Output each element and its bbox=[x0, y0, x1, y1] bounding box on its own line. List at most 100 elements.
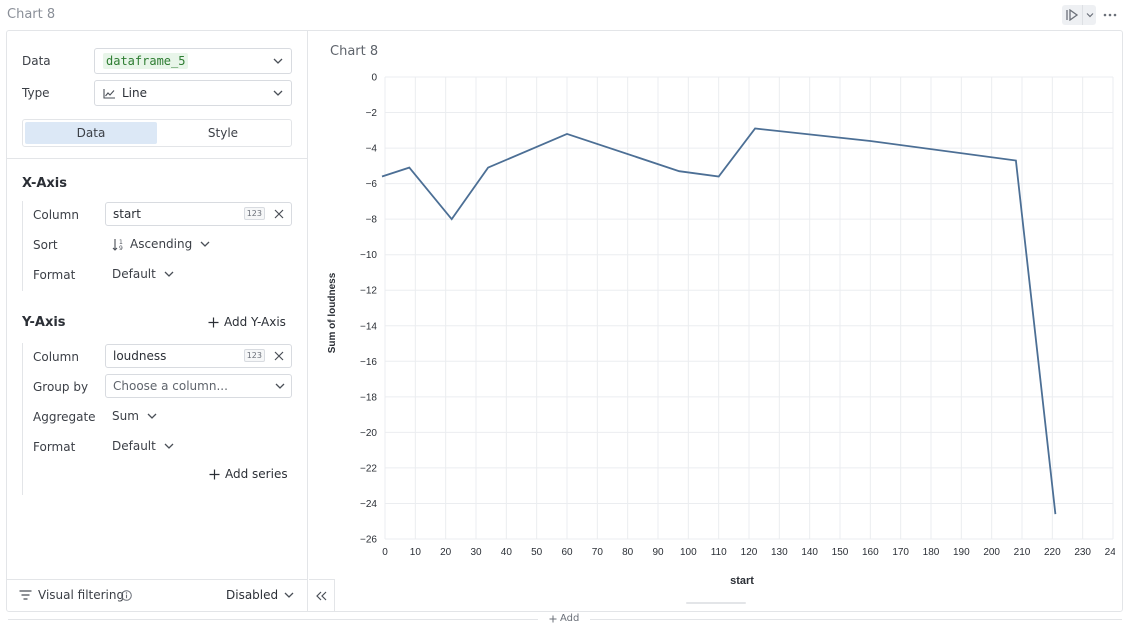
add-cell-button[interactable]: Add bbox=[549, 613, 579, 624]
config-panel: Data dataframe_5 Type Line Data Style X-… bbox=[7, 31, 308, 611]
add-y-axis-label: Add Y-Axis bbox=[224, 315, 286, 329]
tab-style[interactable]: Style bbox=[207, 126, 239, 140]
y-tick-label: −22 bbox=[360, 463, 377, 474]
close-icon[interactable] bbox=[273, 208, 285, 220]
y-column-label: Column bbox=[33, 350, 79, 364]
cell-actions bbox=[1062, 5, 1120, 25]
x-tick-labels: 0 10 20 30 40 50 60 70 80 90 100 110 120 130 140 150 160… bbox=[382, 547, 1115, 558]
x-tick-label: 90 bbox=[652, 547, 664, 558]
y-format-value: Default bbox=[112, 439, 156, 453]
y-tick-label: 0 bbox=[371, 73, 377, 84]
x-tick-label: 120 bbox=[741, 547, 758, 558]
chevron-down-icon bbox=[273, 90, 283, 96]
add-cell-label: Add bbox=[560, 613, 580, 624]
x-tick-label: 30 bbox=[470, 547, 482, 558]
plus-icon bbox=[209, 469, 220, 479]
chevron-down-icon bbox=[164, 443, 174, 449]
line-chart-icon bbox=[103, 88, 115, 99]
double-chevron-left-icon bbox=[316, 591, 327, 600]
y-tick-label: −6 bbox=[366, 179, 378, 190]
type-select[interactable]: Line bbox=[94, 80, 292, 106]
svg-text:9: 9 bbox=[119, 245, 123, 251]
type-value: Line bbox=[122, 86, 148, 100]
x-tick-label: 240 bbox=[1105, 547, 1115, 558]
x-tick-label: 140 bbox=[801, 547, 818, 558]
close-icon[interactable] bbox=[273, 350, 285, 362]
run-button[interactable] bbox=[1062, 5, 1082, 25]
x-sort-value: Ascending bbox=[130, 237, 193, 251]
chart-grid bbox=[384, 76, 1114, 540]
info-icon[interactable] bbox=[121, 590, 132, 601]
x-tick-label: 20 bbox=[440, 547, 452, 558]
chevron-down-icon bbox=[147, 413, 157, 419]
x-tick-label: 10 bbox=[410, 547, 422, 558]
dataframe-name: dataframe_5 bbox=[103, 53, 189, 69]
y-tick-label: −18 bbox=[360, 392, 377, 403]
x-tick-label: 110 bbox=[711, 547, 727, 558]
y-axis-label: Sum of loudness bbox=[327, 272, 338, 353]
y-tick-label: −12 bbox=[360, 286, 377, 297]
y-column-field[interactable]: loudness 123 bbox=[105, 344, 292, 368]
chevron-down-icon bbox=[273, 58, 283, 64]
x-tick-label: 70 bbox=[592, 547, 604, 558]
x-axis-label: start bbox=[730, 575, 754, 587]
y-format-select[interactable]: Default bbox=[112, 439, 174, 453]
x-format-select[interactable]: Default bbox=[112, 267, 174, 281]
sort-ascending-icon: 19 bbox=[112, 238, 123, 251]
run-options-button[interactable] bbox=[1082, 5, 1096, 25]
x-column-field[interactable]: start 123 bbox=[105, 202, 292, 226]
series-line[interactable] bbox=[381, 127, 1057, 515]
add-series-label: Add series bbox=[225, 467, 288, 481]
visual-filtering-value: Disabled bbox=[226, 588, 279, 602]
x-tick-label: 130 bbox=[771, 547, 788, 558]
group-by-label: Group by bbox=[33, 380, 89, 394]
y-format-label: Format bbox=[33, 440, 76, 454]
y-axis-group bbox=[22, 343, 292, 495]
chevron-down-icon bbox=[284, 592, 294, 598]
tab-data[interactable]: Data bbox=[25, 122, 157, 144]
x-tick-label: 80 bbox=[622, 547, 634, 558]
run-icon bbox=[1066, 9, 1079, 21]
x-axis-title: X-Axis bbox=[22, 176, 67, 191]
chart-title: Chart 8 bbox=[330, 44, 379, 59]
y-axis-title: Y-Axis bbox=[22, 315, 66, 330]
svg-text:1: 1 bbox=[119, 239, 123, 246]
resize-handle[interactable] bbox=[686, 602, 746, 604]
more-options-button[interactable] bbox=[1100, 5, 1120, 25]
x-tick-label: 50 bbox=[531, 547, 543, 558]
y-column-value: loudness bbox=[113, 349, 167, 363]
x-tick-label: 160 bbox=[862, 547, 879, 558]
aggregate-value: Sum bbox=[112, 409, 139, 423]
x-tick-label: 200 bbox=[983, 547, 1000, 558]
data-select[interactable]: dataframe_5 bbox=[94, 48, 292, 74]
config-tabs: Data Style bbox=[22, 119, 292, 147]
chevron-down-icon bbox=[200, 241, 210, 247]
divider bbox=[7, 158, 307, 159]
x-tick-label: 230 bbox=[1074, 547, 1091, 558]
x-tick-label: 170 bbox=[892, 547, 909, 558]
visual-filtering-label: Visual filtering bbox=[38, 588, 125, 602]
x-tick-label: 220 bbox=[1044, 547, 1061, 558]
x-tick-label: 210 bbox=[1014, 547, 1031, 558]
collapse-panel-button[interactable] bbox=[309, 579, 335, 611]
aggregate-select[interactable]: Sum bbox=[112, 409, 157, 423]
visual-filtering-select[interactable]: Disabled bbox=[226, 588, 294, 602]
divider bbox=[590, 619, 1122, 620]
group-by-select[interactable]: Choose a column... bbox=[105, 374, 292, 398]
y-tick-label: −4 bbox=[366, 144, 378, 155]
x-column-value: start bbox=[113, 207, 141, 221]
x-format-value: Default bbox=[112, 267, 156, 281]
line-chart: 0 −2 −4 −6 −8 −10 −12 −14 −16 −18 −20 −22 −24 −26 0 10… bbox=[327, 73, 1115, 588]
x-tick-label: 40 bbox=[501, 547, 513, 558]
x-tick-label: 150 bbox=[832, 547, 849, 558]
group-by-placeholder: Choose a column... bbox=[113, 379, 228, 393]
add-y-axis-button[interactable]: Add Y-Axis bbox=[208, 315, 286, 329]
aggregate-label: Aggregate bbox=[33, 410, 96, 424]
y-tick-labels: 0 −2 −4 −6 −8 −10 −12 −14 −16 −18 −20 −22 −24 −26 bbox=[360, 73, 377, 546]
x-tick-label: 180 bbox=[923, 547, 940, 558]
add-series-button[interactable]: Add series bbox=[209, 467, 288, 481]
y-tick-label: −8 bbox=[366, 215, 378, 226]
y-tick-label: −10 bbox=[360, 250, 377, 261]
y-tick-label: −20 bbox=[360, 428, 377, 439]
